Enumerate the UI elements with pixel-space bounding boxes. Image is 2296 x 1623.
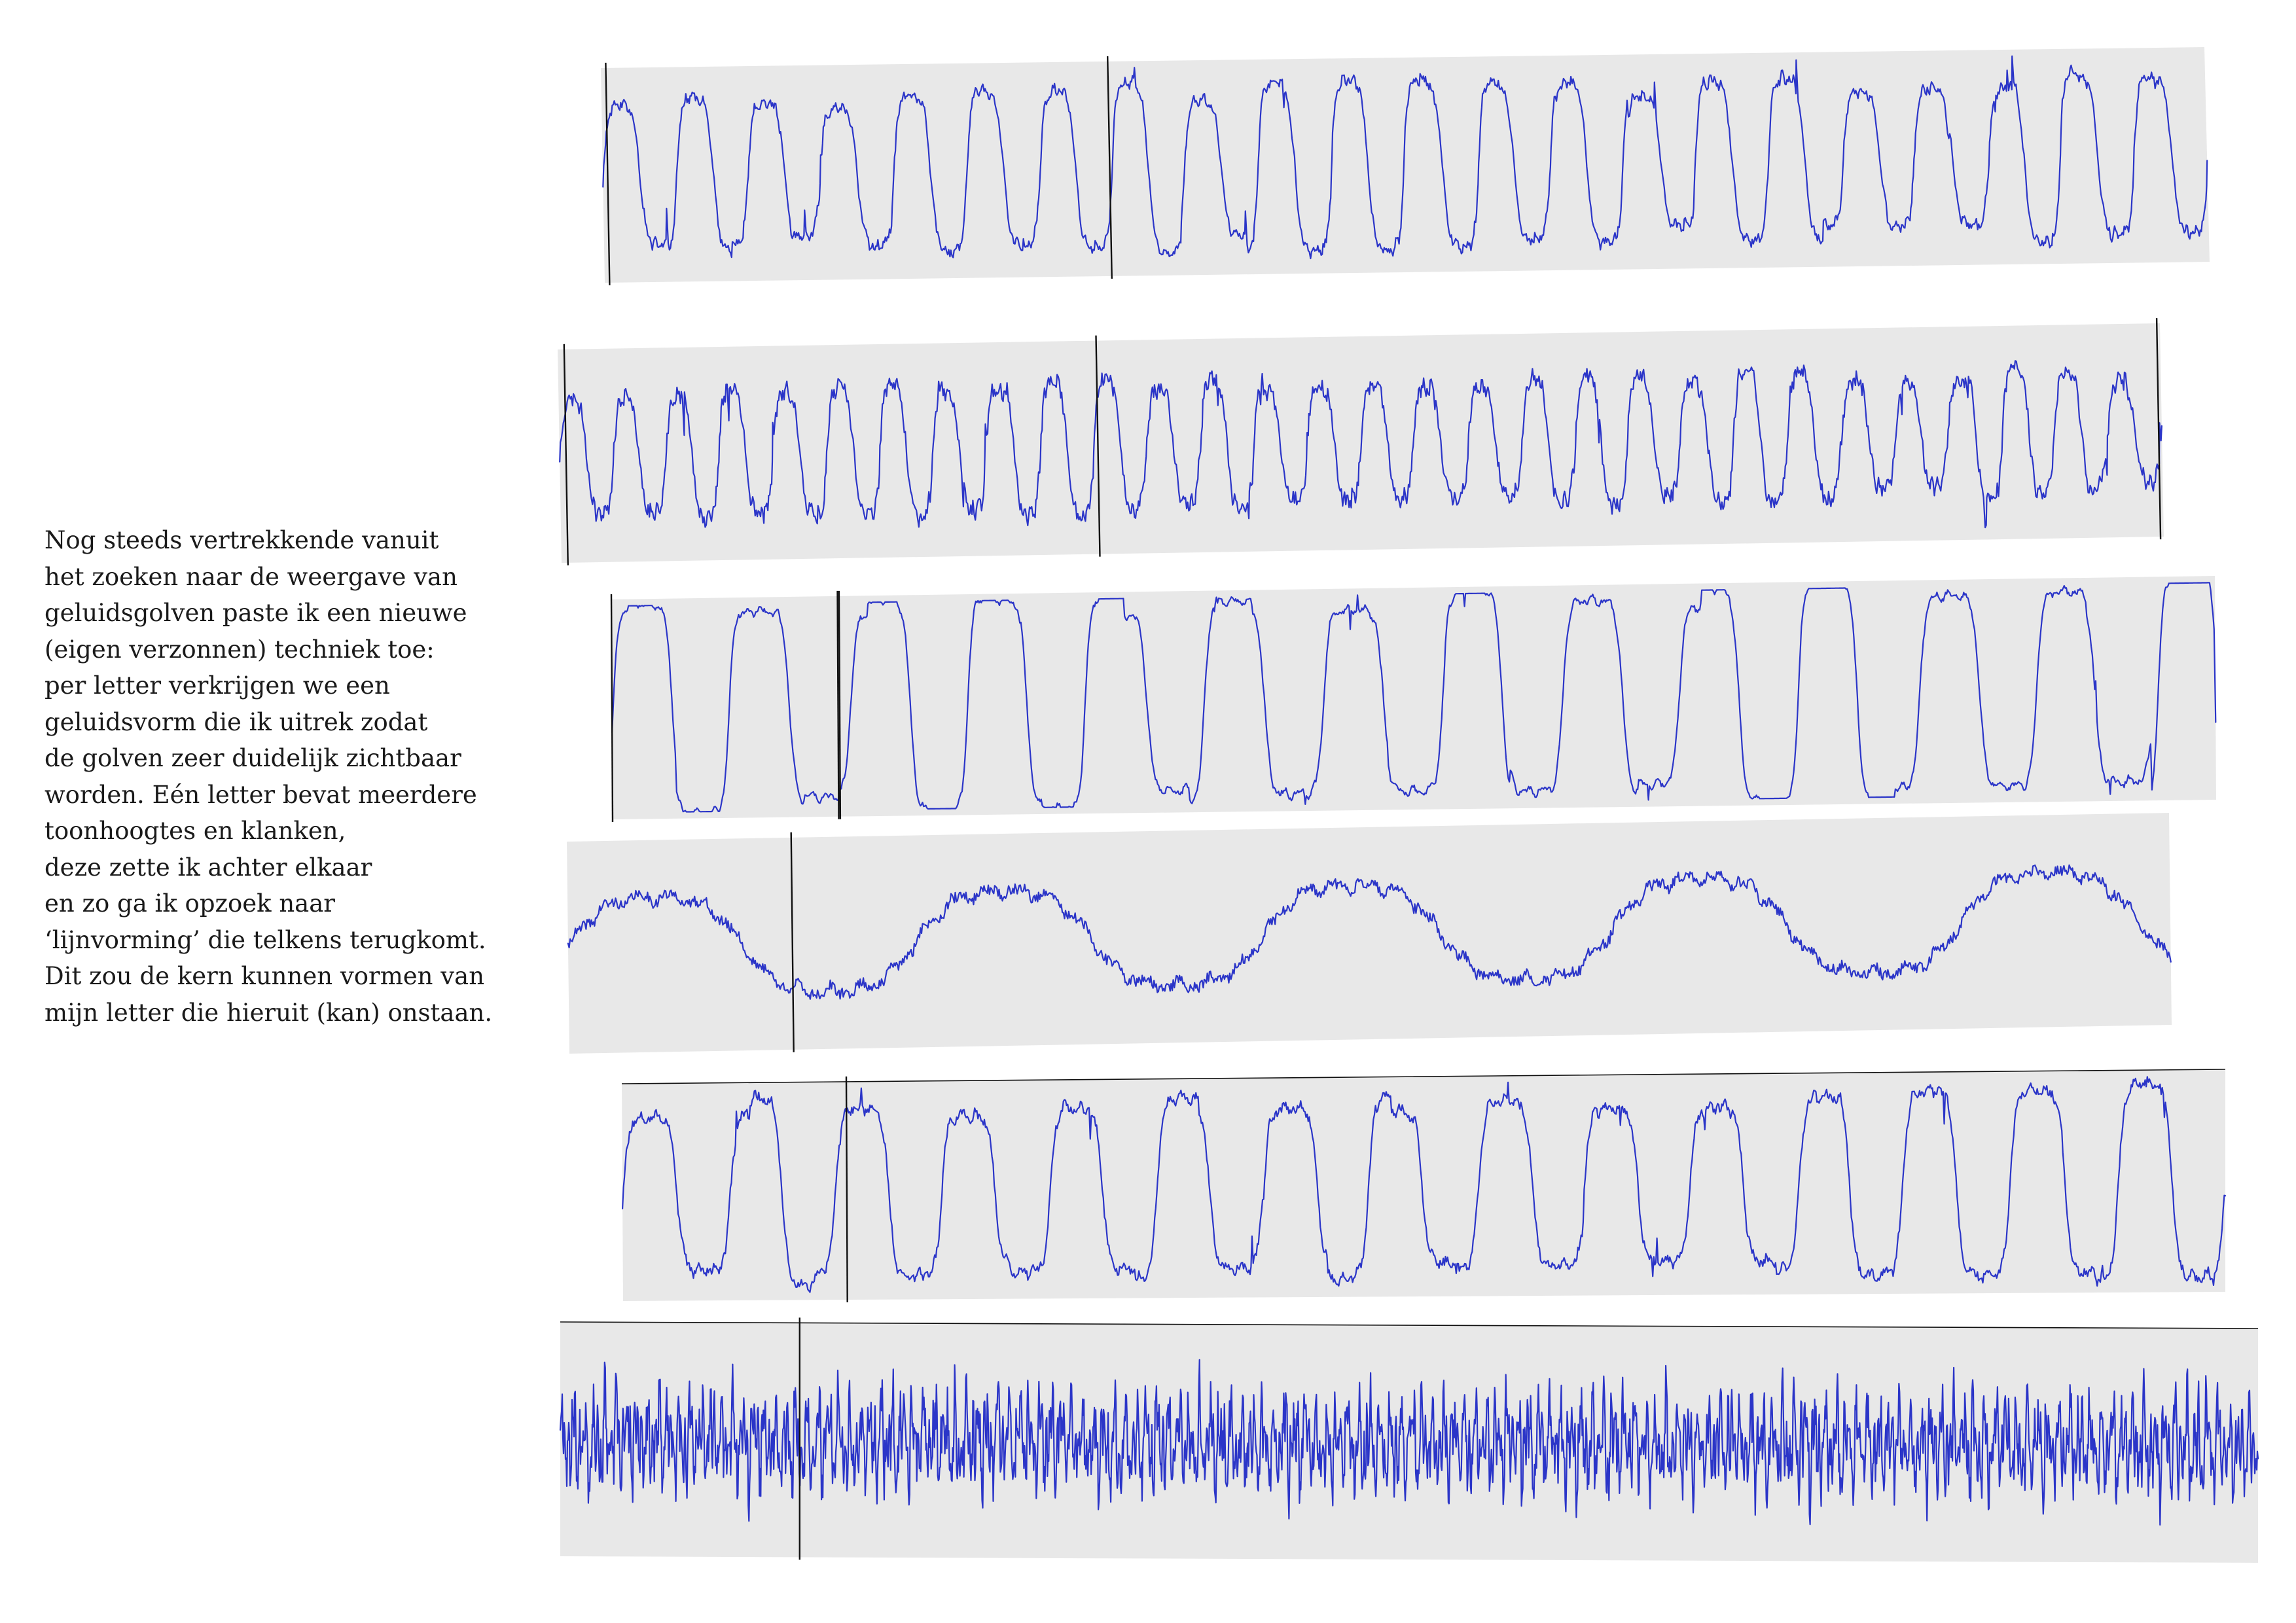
description-line-8: worden. Eén letter bevat meerdere xyxy=(45,780,477,809)
description-line-4: (eigen verzonnen) techniek toe: xyxy=(45,635,435,664)
waveform-line xyxy=(559,360,2162,529)
panel-top-edge xyxy=(621,1069,2226,1084)
waveform-panel xyxy=(560,1322,2258,1563)
segment-marker-1 xyxy=(790,832,795,1052)
segment-marker-1 xyxy=(610,594,614,823)
segment-marker-3 xyxy=(836,590,840,819)
waveform-strip-5 xyxy=(621,1069,2227,1303)
description-line-11: en zo ga ik opzoek naar xyxy=(45,889,335,918)
description-line-12: ‘lijnvorming’ die telkens terugkomt. xyxy=(45,925,486,954)
waveform-line xyxy=(621,1076,2227,1293)
segment-marker-1 xyxy=(563,344,569,565)
waveform-line xyxy=(611,582,2217,813)
waveform-strip-6 xyxy=(559,1317,2259,1563)
segment-marker-2 xyxy=(1107,56,1113,279)
waveform-strip-2 xyxy=(558,318,2164,565)
waveform-line xyxy=(567,864,2172,1000)
waveform-strip-3 xyxy=(610,576,2217,823)
segment-marker-2 xyxy=(1095,335,1101,557)
description-line-3: geluidsgolven paste ik een nieuwe xyxy=(45,599,467,627)
waveform-panel xyxy=(611,576,2216,819)
description-line-14: mijn letter die hieruit (kan) onstaan. xyxy=(45,998,493,1027)
description-line-10: deze zette ik achter elkaar xyxy=(45,853,372,882)
waveform-strip-4 xyxy=(567,813,2172,1054)
description-line-9: toonhoogtes en klanken, xyxy=(45,817,346,845)
waveform-strip-1 xyxy=(601,47,2210,285)
description-line-1: Nog steeds vertrekkende vanuit xyxy=(45,526,439,554)
panel-top-edge xyxy=(560,1321,2259,1329)
description-line-6: geluidsvorm die ik uitrek zodat xyxy=(45,707,428,736)
segment-marker-1 xyxy=(605,62,611,285)
waveform-panel xyxy=(601,47,2210,283)
segment-marker-1 xyxy=(845,1076,848,1303)
segment-marker-3 xyxy=(2155,318,2162,540)
description-line-7: de golven zeer duidelijk zichtbaar xyxy=(45,744,461,772)
description-line-5: per letter verkrijgen we een xyxy=(45,671,390,700)
description-line-13: Dit zou de kern kunnen vormen van xyxy=(45,962,485,990)
waveform-line xyxy=(559,1359,2259,1526)
description-line-2: het zoeken naar de weergave van xyxy=(45,562,457,591)
waveform-line xyxy=(602,55,2208,260)
waveform-panel xyxy=(622,1069,2225,1301)
segment-marker-2 xyxy=(838,590,842,819)
waveform-panel xyxy=(567,813,2172,1054)
description-text: Nog steeds vertrekkende vanuit het zoeke… xyxy=(45,522,542,1031)
